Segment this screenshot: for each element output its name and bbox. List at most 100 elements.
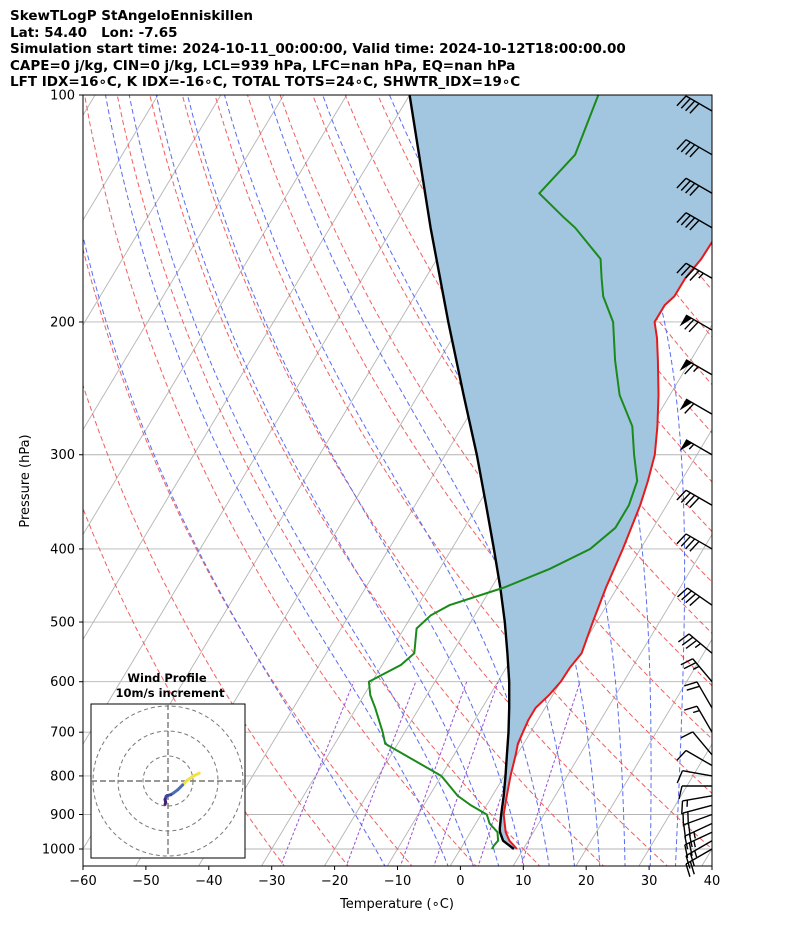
barb-flag — [676, 177, 687, 189]
wind-barb — [676, 533, 713, 552]
x-tick-label: −30 — [258, 874, 285, 889]
wind-barb — [679, 439, 713, 456]
barb-flag — [689, 270, 700, 281]
wind-barb — [682, 804, 713, 827]
barb-flag — [689, 540, 700, 552]
barb-flag — [684, 403, 695, 414]
y-axis-label: Pressure (hPa) — [18, 434, 33, 527]
barb-flag — [685, 217, 696, 229]
barb-half-flag — [693, 366, 699, 373]
parcel-profile-line — [408, 95, 515, 850]
barb-flag — [689, 102, 700, 114]
barb-flag — [683, 661, 697, 670]
barb-flag — [684, 681, 698, 687]
temperature-line — [502, 240, 712, 850]
dry-adiabat — [149, 95, 605, 866]
barb-flag — [676, 489, 687, 501]
x-tick-label: 20 — [578, 874, 595, 889]
barb-flag — [676, 750, 687, 761]
wind-barb — [681, 795, 713, 815]
x-tick-label: 40 — [704, 874, 721, 889]
moist-adiabat — [578, 95, 686, 866]
isotherm — [763, 95, 794, 868]
barb-flag — [676, 533, 687, 545]
isotherm — [83, 95, 285, 431]
dry-adiabat — [83, 507, 285, 866]
y-tick-label: 1000 — [42, 843, 75, 858]
barb-pennant — [679, 399, 693, 411]
barb-flag — [689, 596, 701, 607]
wind-barb — [676, 95, 713, 114]
isotherm — [512, 533, 712, 866]
wind-barb — [677, 633, 713, 654]
barb-flag — [685, 100, 696, 112]
barb-half-flag — [698, 272, 704, 279]
dry-adiabat — [83, 383, 349, 866]
isotherm — [83, 95, 96, 117]
barb-flag — [689, 861, 695, 875]
barb-half-flag — [692, 709, 700, 714]
hodograph-subtitle: 10m/s increment — [116, 686, 225, 700]
hodograph-inset: Wind Profile 10m/s increment — [90, 671, 246, 859]
mixing-ratio-line — [399, 681, 468, 866]
wind-barb — [679, 359, 713, 376]
barb-flag — [676, 139, 687, 150]
mixing-ratio-line — [345, 681, 417, 866]
barb-flag — [676, 212, 687, 224]
y-tick-label: 900 — [50, 808, 75, 823]
wind-barb — [676, 770, 713, 784]
isotherm — [449, 428, 712, 866]
isotherm — [575, 638, 712, 866]
barb-pennant — [679, 315, 693, 327]
barb-flag — [685, 494, 696, 506]
barb-flag — [689, 853, 695, 867]
wind-barb — [676, 139, 713, 158]
station-title: SkewTLogP StAngeloEnniskillen — [10, 8, 253, 24]
y-tick-label: 400 — [50, 542, 75, 557]
dewpoint-line — [367, 95, 639, 850]
barb-flag — [685, 144, 696, 155]
wind-barb — [684, 681, 713, 709]
barb-flag — [681, 636, 694, 646]
x-tick-label: 30 — [641, 874, 658, 889]
barb-half-flag — [693, 840, 696, 848]
wind-barb — [676, 489, 713, 508]
barb-pennant — [679, 359, 693, 372]
barb-staff — [682, 770, 713, 777]
barb-staff — [692, 731, 713, 756]
barb-flag — [677, 587, 688, 598]
barb-flag — [680, 492, 691, 503]
lat-lon-label: Lat: 54.40 Lon: -7.65 — [10, 24, 178, 41]
barb-flag — [685, 538, 696, 550]
hodograph-trace — [163, 800, 168, 806]
barb-flag — [678, 785, 683, 800]
x-tick-label: −10 — [384, 874, 411, 889]
x-tick-label: −60 — [69, 874, 96, 889]
barb-flag — [676, 262, 687, 274]
moist-adiabat — [155, 95, 500, 866]
y-tick-label: 100 — [50, 89, 75, 104]
barb-half-flag — [694, 850, 698, 858]
barb-pennant — [679, 439, 693, 452]
barb-flag — [688, 842, 693, 856]
barb-half-flag — [694, 643, 701, 649]
x-tick-label: −40 — [195, 874, 222, 889]
barb-flag — [684, 705, 698, 711]
moist-adiabat — [105, 95, 449, 866]
barb-flag — [684, 319, 695, 330]
barb-flag — [689, 146, 700, 158]
hodograph-title: Wind Profile — [127, 671, 207, 685]
barb-half-flag — [692, 665, 700, 671]
isotherm — [83, 95, 348, 536]
wind-barb — [679, 398, 713, 415]
barb-staff — [692, 658, 713, 683]
x-tick-label: −50 — [132, 874, 159, 889]
barb-flag — [676, 95, 687, 107]
barb-flag — [676, 770, 684, 784]
barb-flag — [685, 267, 696, 279]
convective-parameters: CAPE=0 j/kg, CIN=0 j/kg, LCL=939 hPa, LF… — [10, 57, 516, 74]
wind-barb — [676, 212, 713, 231]
wind-barb — [676, 749, 713, 767]
wind-barb — [676, 262, 713, 281]
stability-indices: LFT IDX=16∘C, K IDX=-16∘C, TOTAL TOTS=24… — [10, 74, 521, 90]
